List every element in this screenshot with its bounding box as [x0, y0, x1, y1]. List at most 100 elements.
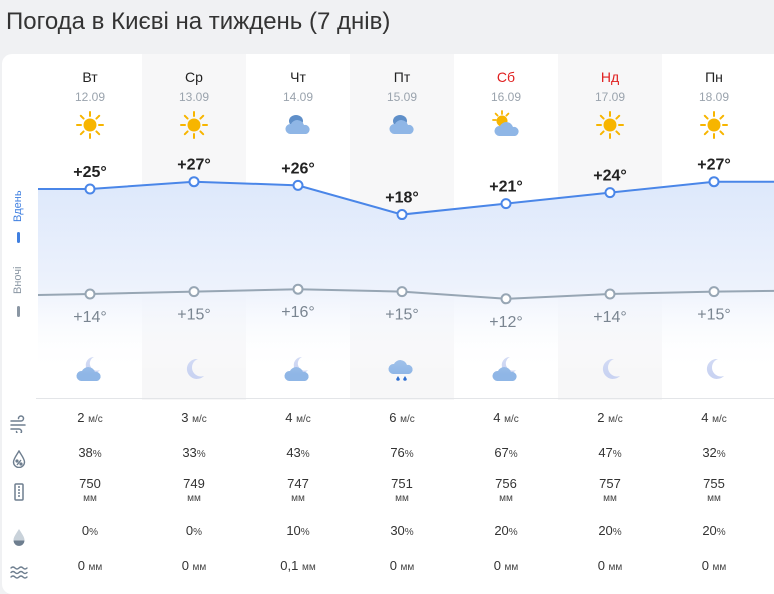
humidity-unit: %: [716, 449, 726, 460]
wind-icon: [10, 415, 28, 435]
precip-prob-cell: 20%: [558, 523, 662, 540]
precip-prob-unit: %: [300, 527, 310, 538]
pressure-value: 750: [79, 476, 101, 491]
night-temp-label: +15°: [177, 307, 211, 324]
day-temp-label: +18°: [385, 190, 419, 207]
night-temp-label: +12°: [489, 314, 523, 331]
humidity-unit: %: [300, 449, 310, 460]
precip-prob-cell: 10%: [246, 523, 350, 540]
pressure-value: 755: [703, 476, 725, 491]
precip-icon: [10, 563, 28, 581]
precip-prob-value: 0: [185, 523, 194, 538]
sun-icon: [75, 110, 105, 140]
humidity-value: 32: [702, 445, 717, 460]
precip-value: 0: [389, 558, 397, 573]
day-temp-label: +25°: [73, 164, 107, 181]
day-name: Сб: [496, 69, 516, 85]
wind-unit: м/с: [192, 414, 207, 425]
wind-value: 4: [285, 410, 293, 425]
precip-unit: мм: [301, 562, 316, 573]
pressure-unit: мм: [395, 493, 409, 504]
pressure-cell: 751 мм: [350, 476, 454, 506]
day-date: 16.09: [490, 90, 522, 104]
precip-prob-cell: 20%: [662, 523, 766, 540]
temperature-chart: +25° +14° +27° +15° +26° +16° +18° +15° +21° +12°…: [37, 157, 774, 374]
day-temp-label: +27°: [697, 157, 731, 174]
weekly-forecast-card: Вт 12.09 Ср 13.09 Чт 14.09 Пт 15.09 Сб 16.09 Нд 17.…: [2, 54, 774, 594]
precip-cell: 0 мм: [454, 558, 558, 575]
pressure-unit: мм: [83, 493, 97, 504]
day-date: 13.09: [178, 90, 210, 104]
pressure-row: 750 мм 749 мм 747 мм 751 мм 756 мм 757 мм 755 мм: [2, 474, 774, 512]
night-temp-point: [604, 288, 616, 300]
precip-unit: мм: [608, 562, 623, 573]
night-temp-point: [500, 293, 512, 305]
pressure-cell: 757 мм: [558, 476, 662, 506]
day-temp-label: +27°: [177, 157, 211, 174]
precip-prob-value: 10: [286, 523, 301, 538]
humidity-row: 38% 33% 43% 76% 67% 47% 32%: [2, 441, 774, 479]
day-name: Чт: [290, 69, 306, 85]
night-temp-point: [84, 288, 96, 300]
precip-cell: 0,1 мм: [246, 558, 350, 575]
precip-value: 0: [181, 558, 189, 573]
precip-unit: мм: [88, 562, 103, 573]
day-night-legend: Вдень Вночі: [2, 114, 36, 317]
pressure-value: 756: [495, 476, 517, 491]
sun-icon: [699, 110, 729, 140]
precip-prob-unit: %: [404, 527, 414, 538]
humidity-value: 43: [286, 445, 301, 460]
night-temp-label: +14°: [73, 309, 107, 326]
night-temp-point: [396, 286, 408, 298]
precip-prob-value: 30: [390, 523, 405, 538]
pressure-icon: [10, 483, 28, 501]
precip-value: 0,1: [280, 558, 299, 573]
day-date: 18.09: [698, 90, 730, 104]
precip-prob-icon: [10, 528, 28, 546]
wind-unit: м/с: [712, 414, 727, 425]
wind-value: 3: [181, 410, 189, 425]
wind-cell: 4 м/с: [662, 410, 766, 427]
wind-value: 2: [77, 410, 85, 425]
precip-prob-row: 0% 0% 10% 30% 20% 20% 20%: [2, 519, 774, 557]
day-date: 17.09: [594, 90, 626, 104]
day-label: Вдень: [12, 190, 24, 222]
precip-cell: 0 мм: [558, 558, 662, 575]
humidity-cell: 43%: [246, 445, 350, 462]
day-name: Пн: [705, 69, 723, 85]
wind-value: 4: [701, 410, 709, 425]
wind-row: 2 м/с 3 м/с 4 м/с 6 м/с 4 м/с 2 м/с 4 м/с: [2, 406, 774, 444]
day-temp-label: +24°: [593, 168, 627, 185]
precip-cell: 0 мм: [350, 558, 454, 575]
precip-cell: 0 мм: [142, 558, 246, 575]
day-date: 15.09: [386, 90, 418, 104]
wind-cell: 2 м/с: [558, 410, 662, 427]
humidity-value: 38: [78, 445, 93, 460]
precip-prob-unit: %: [716, 527, 726, 538]
wind-unit: м/с: [400, 414, 415, 425]
wind-unit: м/с: [88, 414, 103, 425]
pressure-unit: мм: [603, 493, 617, 504]
day-temp-point: [84, 183, 96, 195]
wind-cell: 2 м/с: [38, 410, 142, 427]
wind-cell: 4 м/с: [454, 410, 558, 427]
wind-value: 2: [597, 410, 605, 425]
precip-prob-value: 0: [81, 523, 90, 538]
sun-icon: [179, 110, 209, 140]
day-temp-point: [604, 187, 616, 199]
precip-unit: мм: [192, 562, 207, 573]
pressure-value: 757: [599, 476, 621, 491]
humidity-value: 47: [598, 445, 613, 460]
pressure-cell: 749 мм: [142, 476, 246, 506]
precip-prob-cell: 20%: [454, 523, 558, 540]
day-temp-point: [396, 209, 408, 221]
night-label: Вночі: [12, 266, 24, 294]
precip-unit: мм: [400, 562, 415, 573]
pressure-unit: мм: [707, 493, 721, 504]
wind-value: 4: [493, 410, 501, 425]
night-temp-point: [708, 286, 720, 298]
day-name: Ср: [185, 69, 203, 85]
precip-prob-cell: 0%: [38, 523, 142, 540]
sun-cloud-icon: [491, 110, 521, 140]
humidity-unit: %: [612, 449, 622, 460]
